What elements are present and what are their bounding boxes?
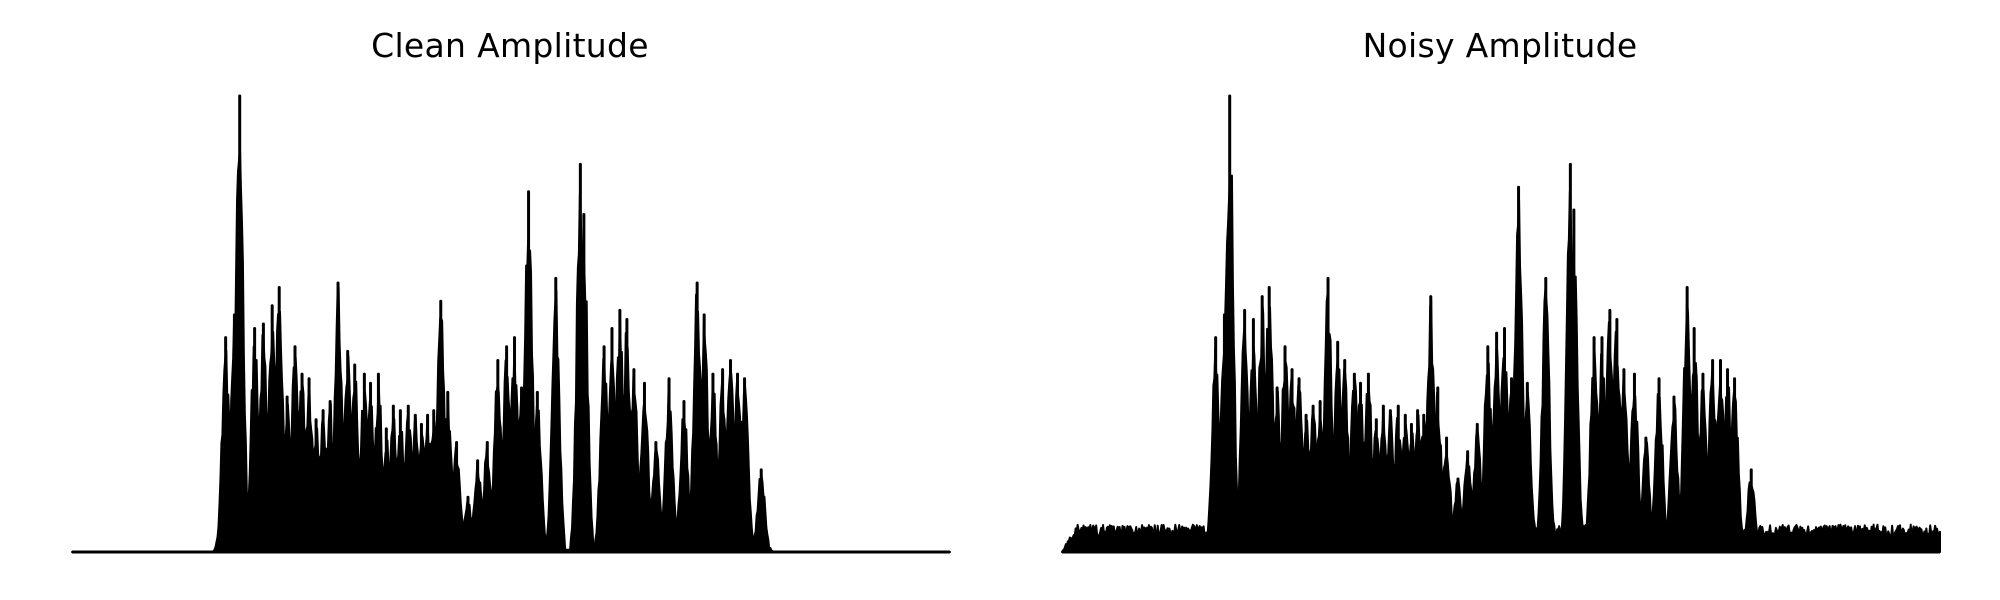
clean-amplitude-plot	[71, 94, 951, 554]
amplitude-envelope	[1061, 174, 1941, 553]
amplitude-envelope	[71, 146, 951, 553]
chart-title: Clean Amplitude	[371, 26, 649, 65]
noisy-amplitude-panel: Noisy Amplitude	[1050, 0, 1950, 600]
clean-amplitude-panel: Clean Amplitude	[60, 0, 960, 600]
noisy-amplitude-plot	[1061, 94, 1941, 554]
chart-title: Noisy Amplitude	[1362, 26, 1638, 65]
